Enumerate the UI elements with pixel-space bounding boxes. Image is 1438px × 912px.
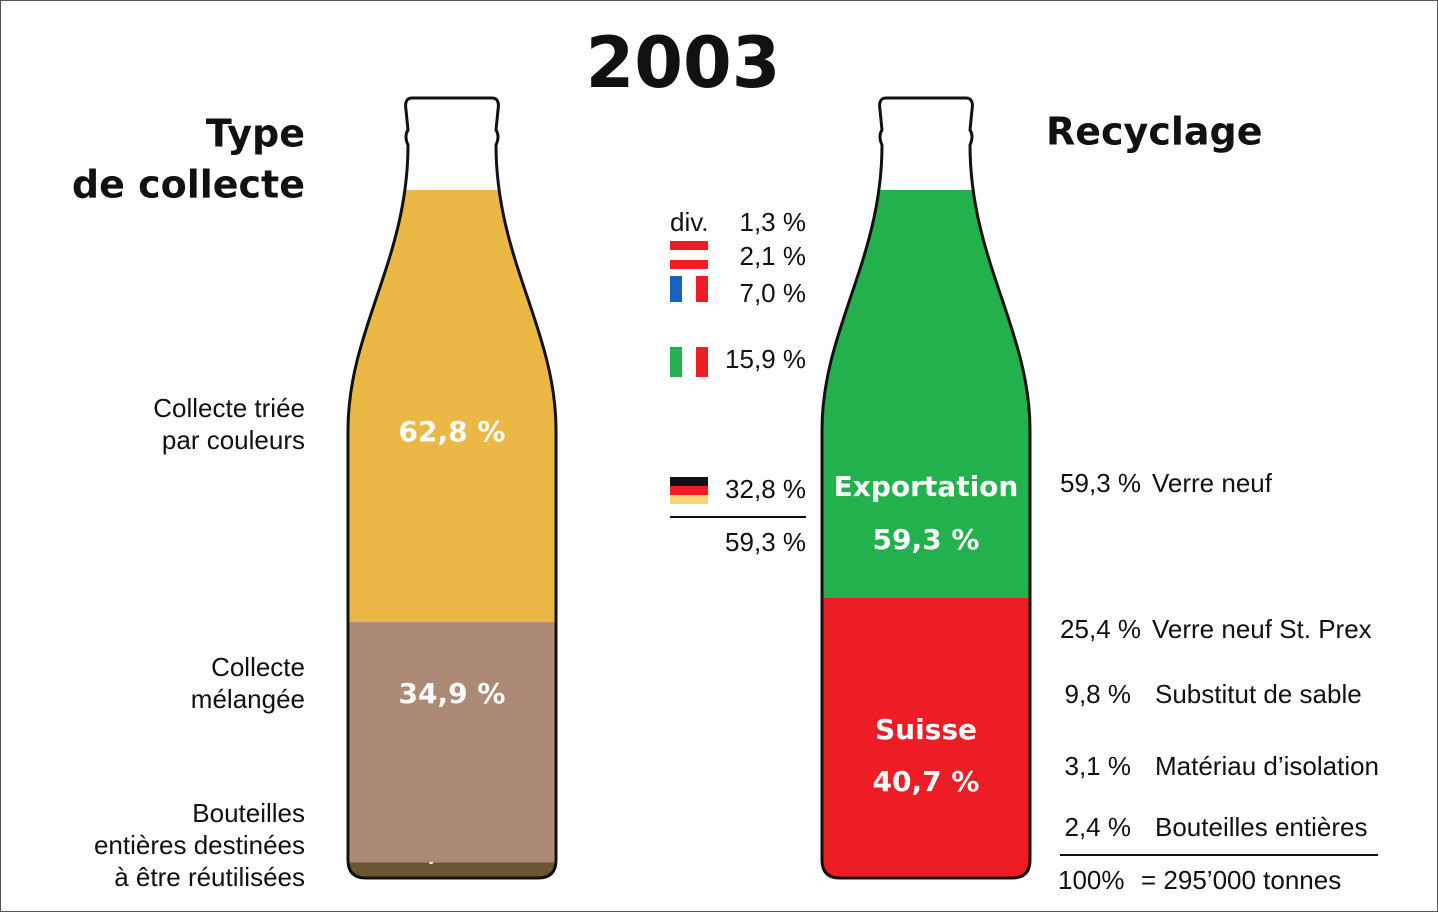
- row-label: Matériau d’isolation: [1155, 751, 1379, 781]
- row-label: Substitut de sable: [1155, 679, 1362, 709]
- segment-value-label: 40,7 %: [873, 765, 980, 798]
- total-value: 59,3 %: [725, 527, 806, 557]
- row-label: Verre neuf: [1152, 468, 1273, 498]
- row-label: div.: [670, 207, 709, 237]
- row-value: 1,3 %: [740, 207, 807, 237]
- row-label: Bouteilles entières: [1155, 812, 1367, 842]
- segment-name: Collecte: [211, 652, 305, 682]
- row-value: 7,0 %: [740, 278, 807, 308]
- row-label: Verre neuf St. Prex: [1152, 614, 1372, 644]
- row-value: 32,8 %: [725, 474, 806, 504]
- segment-name: Exportation: [834, 470, 1019, 503]
- row-value: 2,4 %: [1065, 812, 1132, 842]
- main-title: 2003: [586, 22, 781, 104]
- row-value: 25,4 %: [1060, 614, 1141, 644]
- row-value: 9,8 %: [1065, 679, 1132, 709]
- segment-value-label: 34,9 %: [399, 677, 506, 710]
- row-value: 2,1 %: [740, 241, 807, 271]
- segment-name: Collecte triée: [153, 393, 305, 423]
- segment-name: par couleurs: [162, 425, 305, 455]
- row-value: 59,3 %: [1060, 468, 1141, 498]
- chart-title: Recyclage: [1046, 110, 1263, 154]
- total-label: = 295’000 tonnes: [1141, 865, 1341, 895]
- segment-value-label: 62,8 %: [399, 415, 506, 448]
- total-value: 100%: [1058, 865, 1125, 895]
- bottle-segment: [342, 622, 562, 862]
- segment-name: Bouteilles: [192, 798, 305, 828]
- row-value: 15,9 %: [725, 344, 806, 374]
- chart-title: de collecte: [72, 163, 305, 207]
- infographic: 2003 Typede collecte2,3 %Bouteillesentiè…: [0, 0, 1438, 912]
- row-value: 3,1 %: [1065, 751, 1132, 781]
- segment-name: à être réutilisées: [114, 862, 305, 892]
- chart-title: Type: [206, 112, 305, 156]
- segment-name: mélangée: [191, 684, 305, 714]
- segment-name: entières destinées: [94, 830, 305, 860]
- segment-name: Suisse: [875, 713, 977, 746]
- segment-value-label: 59,3 %: [873, 523, 980, 556]
